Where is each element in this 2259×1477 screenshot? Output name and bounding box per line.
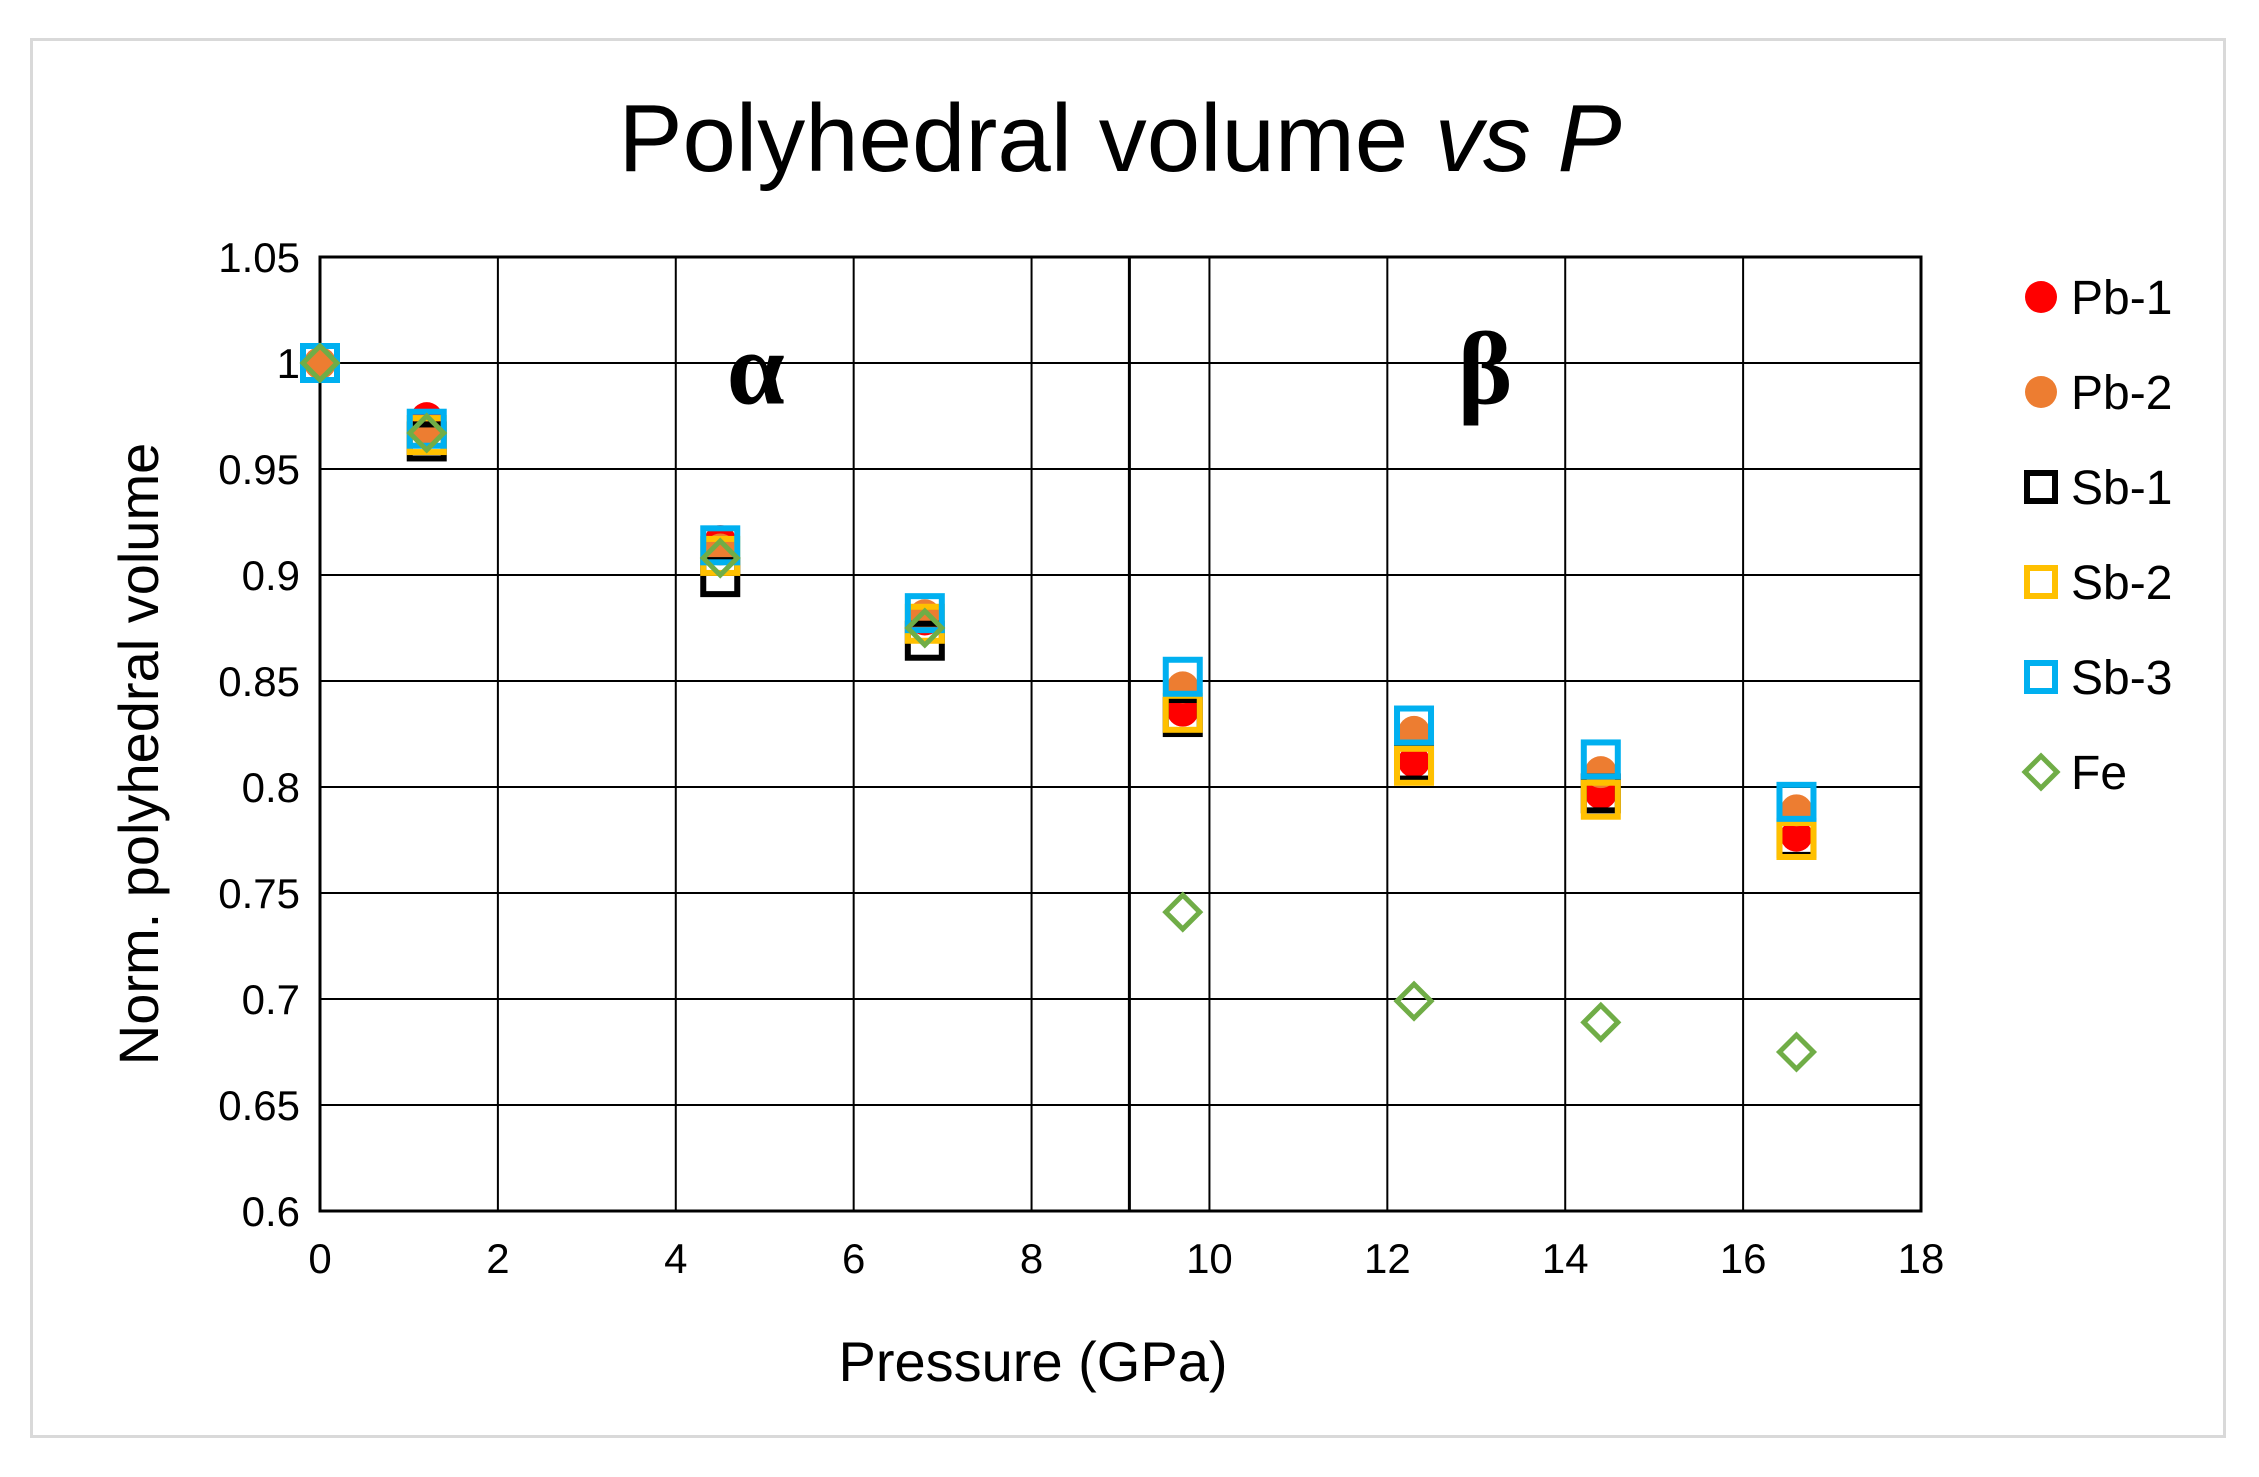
point-pb-1-5 (1398, 745, 1431, 778)
x-tick-labels: 0 2 4 6 8 10 12 14 16 18 (308, 1235, 1944, 1282)
legend-marker (2024, 565, 2058, 599)
point-sb-2-5 (1394, 745, 1435, 786)
legend-marker (2024, 470, 2058, 504)
series-sb-3 (300, 343, 1817, 822)
x-tick-label: 2 (486, 1235, 509, 1282)
point-fe-3 (904, 607, 946, 649)
legend-marker (2021, 752, 2061, 792)
point-fe-1 (406, 412, 448, 454)
legend-item-pb-2: Pb-2 (2025, 367, 2172, 420)
grid-lines (319, 256, 1922, 1212)
point-fe-4 (1162, 891, 1204, 933)
chart-title: Polyhedral volume vs P (618, 85, 1621, 192)
legend-marker (2024, 660, 2058, 694)
x-tick-label: 4 (664, 1235, 687, 1282)
y-tick-label: 0.9 (242, 552, 300, 599)
y-tick-label: 0.75 (218, 870, 300, 917)
y-tick-label: 0.95 (218, 446, 300, 493)
x-tick-label: 10 (1186, 1235, 1233, 1282)
y-tick-label: 0.65 (218, 1082, 300, 1129)
point-sb-2-7 (1776, 820, 1817, 860)
legend: Pb-1 Pb-2 Sb-1 Sb-2 Sb-3 Fe (2021, 272, 2172, 800)
point-fe-2 (699, 537, 741, 579)
legend-item-pb-1: Pb-1 (2025, 272, 2172, 325)
point-pb-2-0 (304, 347, 336, 379)
point-sb-3-3 (904, 593, 945, 634)
legend-label: Fe (2071, 747, 2127, 800)
series-sb-2 (300, 343, 1817, 860)
point-sb-3-5 (1394, 705, 1435, 746)
chart-title-italic: vs P (1435, 85, 1622, 192)
legend-item-sb-1: Sb-1 (2024, 462, 2172, 515)
legend-label: Pb-1 (2071, 272, 2172, 325)
y-tick-label: 0.85 (218, 658, 300, 705)
legend-label: Sb-2 (2071, 557, 2172, 610)
point-fe-7 (1775, 1031, 1818, 1073)
legend-item-sb-2: Sb-2 (2024, 557, 2172, 610)
point-sb-3-2 (700, 525, 741, 566)
legend-label: Sb-1 (2071, 462, 2172, 515)
y-tick-label: 1 (277, 340, 300, 387)
y-tick-labels: 0.6 0.65 0.7 0.75 0.8 0.85 0.9 0.95 1 1.05 (218, 234, 300, 1235)
x-tick-label: 12 (1364, 1235, 1411, 1282)
x-tick-label: 0 (308, 1235, 331, 1282)
point-fe-5 (1393, 980, 1435, 1022)
legend-marker (2025, 281, 2057, 313)
y-tick-label: 0.8 (242, 764, 300, 811)
series-fe (299, 342, 1818, 1073)
point-sb-2-6 (1580, 779, 1621, 820)
point-sb-3-1 (406, 408, 447, 449)
data-points (299, 342, 1818, 1073)
point-sb-3-6 (1580, 739, 1621, 780)
legend-item-sb-3: Sb-3 (2024, 652, 2172, 705)
x-axis-label: Pressure (GPa) (839, 1330, 1228, 1393)
phase-label-beta: β (1458, 312, 1513, 427)
y-tick-label: 0.7 (242, 976, 300, 1023)
chart-title-main: Polyhedral volume (618, 85, 1408, 192)
plot-area (318, 255, 1923, 1213)
y-axis-label: Norm. polyhedral volume (107, 443, 170, 1065)
legend-item-fe: Fe (2021, 747, 2127, 800)
legend-marker (2025, 376, 2057, 408)
point-pb-1-7 (1780, 819, 1813, 852)
point-fe-6 (1580, 1001, 1622, 1043)
x-tick-label: 16 (1720, 1235, 1767, 1282)
point-sb-3-4 (1162, 656, 1203, 697)
legend-label: Sb-3 (2071, 652, 2172, 705)
chart-frame: Polyhedral volume vs P 0 2 4 6 8 10 12 14 16 18 0… (30, 38, 2226, 1438)
x-tick-label: 8 (1020, 1235, 1043, 1282)
x-tick-label: 18 (1898, 1235, 1945, 1282)
y-tick-label: 0.6 (242, 1188, 300, 1235)
scatter-chart: Polyhedral volume vs P 0 2 4 6 8 10 12 14 16 18 0… (107, 85, 2172, 1393)
x-tick-label: 6 (842, 1235, 865, 1282)
x-tick-label: 14 (1542, 1235, 1589, 1282)
legend-label: Pb-2 (2071, 367, 2172, 420)
y-tick-label: 1.05 (218, 234, 300, 281)
point-sb-3-7 (1776, 781, 1817, 822)
phase-label-alpha: α (727, 312, 785, 427)
point-fe-0 (299, 342, 341, 384)
